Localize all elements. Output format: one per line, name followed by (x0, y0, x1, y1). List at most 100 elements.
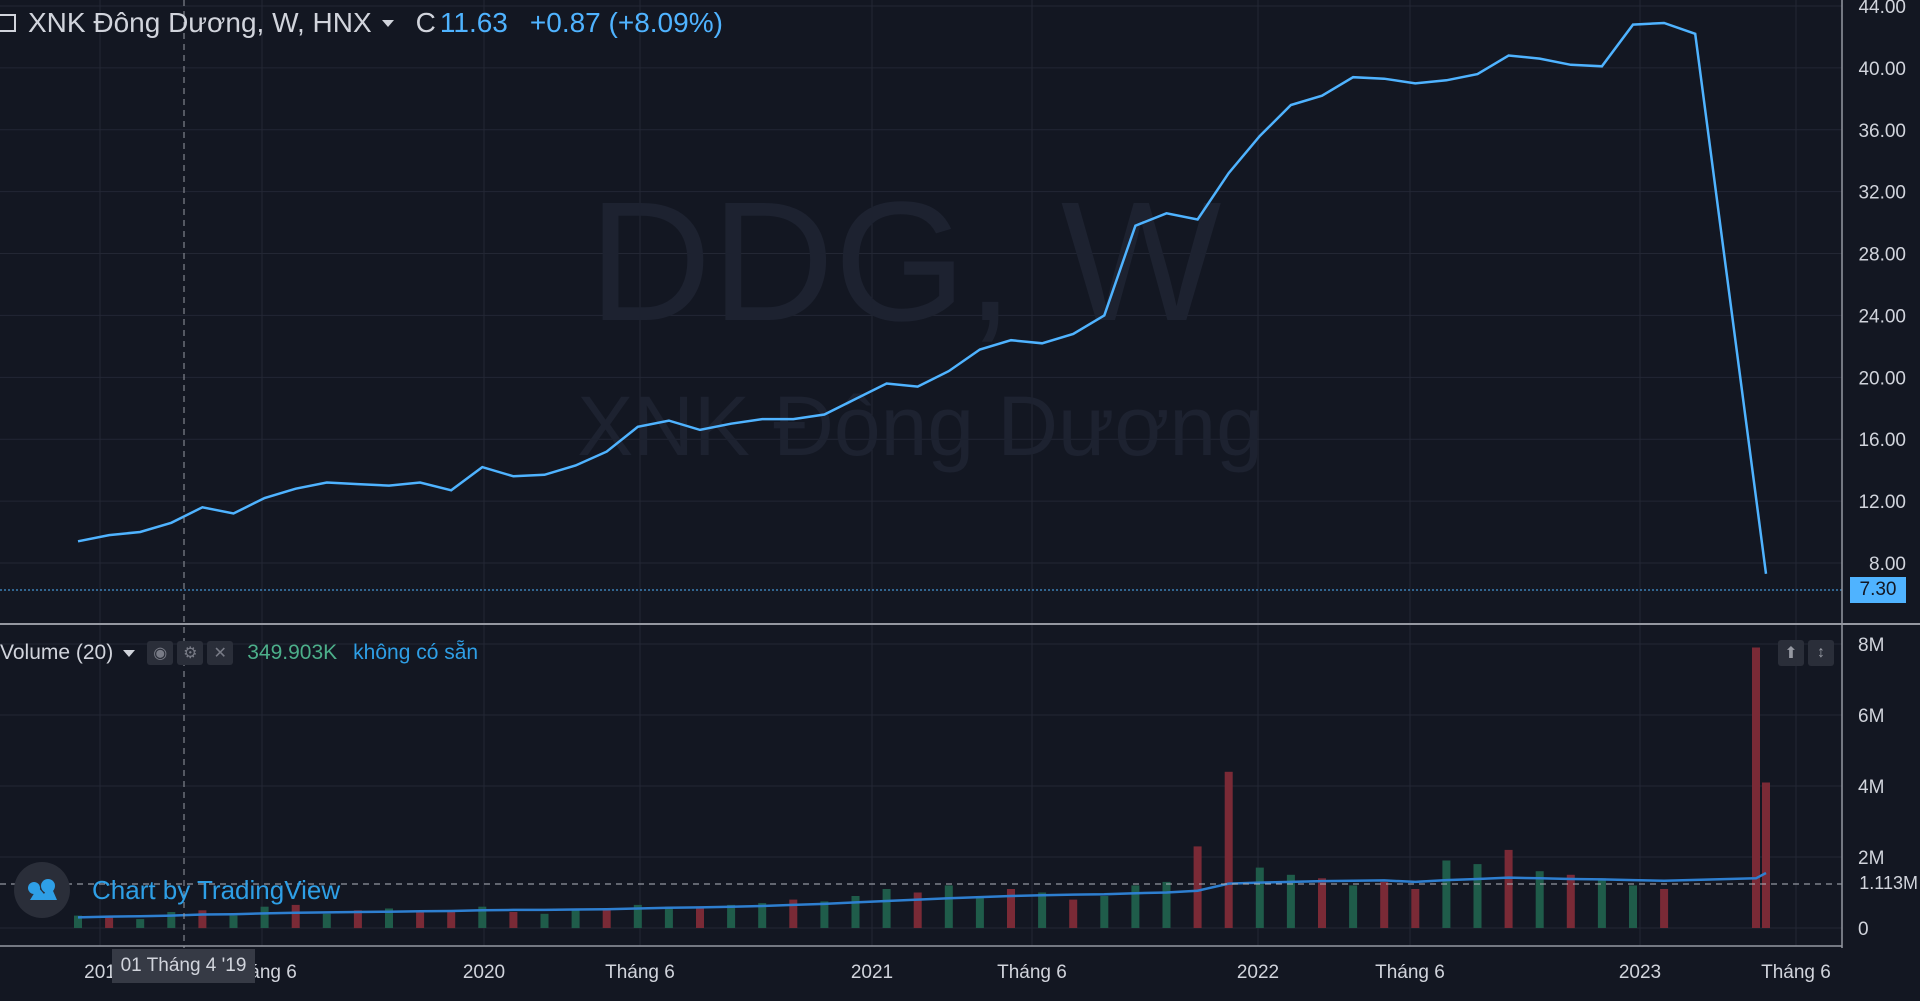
chevron-down-icon[interactable] (381, 19, 394, 27)
time-tick-label: 2020 (463, 962, 505, 983)
volume-bar (1069, 899, 1078, 928)
volume-bar (1597, 878, 1606, 928)
time-tick-label: 2021 (851, 962, 893, 983)
last-price-tag: 7.30 (1850, 577, 1906, 603)
volume-bar (1193, 846, 1202, 928)
volume-bar (1629, 885, 1637, 928)
volume-tick-label: 2M (1858, 848, 1884, 869)
crosshair-date-tag: 01 Tháng 4 '19 (112, 949, 255, 983)
volume-bar (509, 912, 518, 928)
volume-bar (1224, 771, 1233, 928)
time-tick-label: 2023 (1619, 962, 1661, 983)
volume-bar (167, 912, 176, 928)
volume-ma-value: không có sẵn (353, 641, 479, 664)
volume-axis: 8M 6M 4M 2M 0 (1858, 635, 1884, 940)
time-tick-label: Tháng 6 (1761, 962, 1831, 983)
volume-bar (789, 899, 798, 928)
eye-icon[interactable]: ◉ (147, 641, 174, 665)
time-tick-label: 201 (84, 962, 116, 983)
volume-bar (913, 892, 922, 928)
volume-tick-label: 0 (1858, 919, 1869, 940)
volume-bar (664, 906, 673, 928)
volume-bar (851, 896, 860, 928)
volume-bar (1752, 647, 1760, 928)
price-axis: 44.00 40.00 36.00 32.00 28.00 24.00 20.00 16.00… (1858, 0, 1906, 575)
gear-icon[interactable]: ⚙ (177, 641, 204, 665)
volume-tick-label: 6M (1858, 706, 1884, 727)
close-icon[interactable]: ✕ (207, 641, 234, 665)
volume-bar (727, 904, 736, 928)
volume-bar (447, 910, 456, 929)
volume-tick-label: 4M (1858, 777, 1884, 798)
volume-bar (1100, 896, 1109, 928)
close-price: 11.63 (439, 7, 508, 38)
volume-bar (758, 903, 767, 928)
volume-bar (1504, 849, 1513, 928)
volume-bar (882, 889, 891, 928)
volume-ma-line (77, 871, 1767, 919)
tradingview-branding[interactable]: Chart by TradingView (14, 862, 340, 918)
volume-bar (74, 915, 82, 928)
volume-bar (478, 906, 487, 928)
close-label: C (415, 7, 436, 38)
volume-tick-label: 8M (1858, 635, 1884, 656)
volume-bars (74, 647, 1770, 929)
time-tick-label: Tháng 6 (997, 962, 1067, 983)
price-line (77, 21, 1768, 574)
volume-bar (540, 913, 549, 928)
price-tick-label: 28.00 (1858, 245, 1906, 266)
symbol-legend[interactable]: XNK Đông Dương, W, HNX C 11.63 +0.87 (+8… (0, 6, 723, 40)
grid-lines (0, 0, 1842, 946)
volume-bar (820, 901, 829, 928)
volume-bar (1007, 889, 1015, 928)
tradingview-label[interactable]: Chart by TradingView (92, 874, 341, 905)
chevron-down-icon[interactable] (123, 649, 136, 657)
time-tick-label: Tháng 6 (1375, 962, 1445, 983)
volume-bar (975, 896, 984, 928)
price-tick-label: 44.00 (1858, 0, 1906, 18)
arrow-up-icon[interactable]: ⬆ (1778, 640, 1804, 666)
volume-bar (1473, 864, 1482, 928)
volume-bar (1411, 889, 1420, 928)
volume-bar (1660, 889, 1669, 928)
time-axis: 201 Tháng 6 2020 Tháng 6 2021 Tháng 6 2022 Thán… (84, 962, 1831, 983)
watermark-ticker: DDG, W (589, 167, 1222, 357)
volume-bar (1535, 871, 1544, 928)
volume-ma-tag: 1.113M (1854, 870, 1920, 896)
volume-bar (291, 904, 300, 928)
volume-bar (322, 913, 331, 928)
volume-bar (385, 908, 393, 928)
volume-legend[interactable]: Volume (20) ◉ ⚙ ✕ 349.903K không có sẵn (0, 638, 478, 668)
volume-bar (353, 910, 362, 929)
watermark-name: XNK Đông Dương (577, 379, 1263, 473)
price-tick-label: 40.00 (1858, 59, 1906, 80)
price-tick-label: 36.00 (1858, 121, 1906, 142)
volume-bar (416, 912, 425, 928)
volume-bar (1038, 892, 1047, 928)
volume-bar (633, 904, 642, 928)
volume-bar (198, 910, 207, 929)
volume-bar (1255, 867, 1264, 928)
volume-bar (1442, 860, 1451, 928)
menu-icon[interactable] (0, 14, 16, 32)
price-tick-label: 8.00 (1869, 554, 1906, 575)
price-change: +0.87 (+8.09%) (529, 7, 723, 38)
volume-bar (1349, 885, 1358, 928)
volume-bar (1286, 874, 1295, 929)
volume-value: 349.903K (247, 641, 338, 664)
resize-vertical-icon[interactable]: ↕ (1808, 640, 1834, 666)
time-tick-label: Tháng 6 (605, 962, 675, 983)
volume-bar (1131, 885, 1140, 928)
volume-bar (1162, 881, 1171, 928)
price-tick-label: 16.00 (1858, 430, 1906, 451)
volume-title[interactable]: Volume (20) (0, 641, 114, 664)
volume-bar (1318, 878, 1326, 928)
volume-bar (696, 908, 704, 928)
volume-bar (1762, 782, 1770, 928)
volume-bar (571, 910, 580, 929)
volume-bar (602, 908, 611, 928)
volume-bar (1380, 881, 1389, 928)
symbol-title[interactable]: XNK Đông Dương, W, HNX (28, 7, 372, 38)
volume-bar (229, 915, 238, 928)
